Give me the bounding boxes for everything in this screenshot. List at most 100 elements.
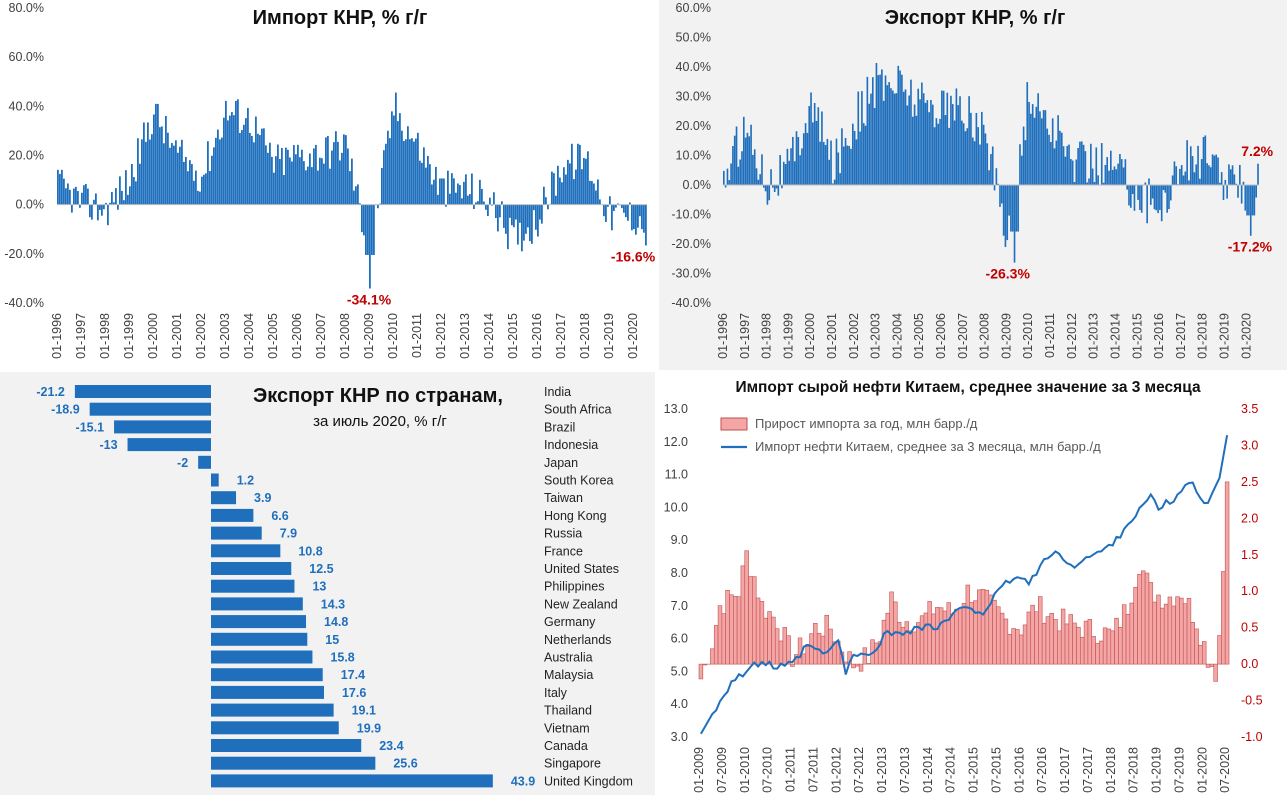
exports-bar <box>863 123 865 185</box>
exports-x-tick-label: 01-1998 <box>760 313 774 359</box>
imports-bar <box>613 205 615 211</box>
exports-x-tick-label: 01-2000 <box>803 313 817 359</box>
imports-bar <box>531 205 533 244</box>
imports-bar <box>97 205 99 221</box>
oil-x-tick-label: 01-2017 <box>1058 747 1072 793</box>
imports-y-tick-label: -40.0% <box>4 296 44 310</box>
imports-bar <box>639 205 641 217</box>
exports-bar <box>926 100 928 185</box>
imports-bar <box>57 170 59 205</box>
imports-bar <box>107 205 109 226</box>
exports-bar <box>1132 185 1134 194</box>
country-bar <box>114 420 211 433</box>
exports-bar <box>1230 169 1232 185</box>
oil-x-tick-label: 01-2011 <box>784 747 798 792</box>
exports-bar <box>1221 172 1223 185</box>
exports-y-tick-label: -40.0% <box>671 296 711 310</box>
exports-bar <box>950 96 952 185</box>
exports-bar <box>897 66 899 185</box>
imports-bar <box>65 188 67 204</box>
imports-bar <box>103 205 105 210</box>
oil-growth-bar <box>954 609 958 664</box>
exports-bar <box>730 163 732 185</box>
oil-x-tick-label: 01-2013 <box>875 747 889 793</box>
imports-bar <box>429 164 431 204</box>
exports-bar <box>956 88 958 185</box>
imports-bar <box>77 191 79 205</box>
imports-bar <box>279 159 281 205</box>
imports-bar <box>147 122 149 204</box>
imports-bar <box>239 133 241 205</box>
oil-growth-bar <box>1141 571 1145 664</box>
exports-bar <box>748 136 750 185</box>
imports-x-tick-label: 01-2013 <box>458 313 472 359</box>
exports-bar <box>750 125 752 185</box>
imports-bar <box>197 191 199 205</box>
oil-growth-bar <box>1061 609 1065 664</box>
exports-bar <box>1026 82 1028 185</box>
imports-bar <box>117 205 119 210</box>
exports-bar <box>1208 165 1210 185</box>
oil-x-tick-label: 07-2009 <box>715 747 729 793</box>
exports-bar <box>788 161 790 185</box>
country-name-label: United States <box>544 562 619 576</box>
imports-bar <box>61 170 63 205</box>
exports-bar <box>1097 175 1099 185</box>
imports-bar <box>81 193 83 205</box>
oil-growth-bar <box>722 614 726 664</box>
exports-bar <box>1041 118 1043 185</box>
country-value-label: 15.8 <box>330 651 354 665</box>
exports-bar <box>1254 185 1256 215</box>
oil-growth-bar <box>909 631 913 664</box>
country-name-label: South Korea <box>544 474 614 488</box>
exports-bar <box>797 137 799 185</box>
imports-bar <box>127 195 129 205</box>
imports-bar <box>285 148 287 205</box>
oil-growth-bar <box>1000 613 1004 664</box>
oil-growth-bar <box>1210 664 1214 666</box>
exports-bar <box>814 103 816 185</box>
exports-bar <box>770 169 772 185</box>
imports-bar <box>357 184 359 204</box>
oil-right-tick-label: 1.0 <box>1241 584 1258 598</box>
country-name-label: Canada <box>544 739 588 753</box>
imports-bar <box>501 201 503 204</box>
exports-bar <box>1194 172 1196 185</box>
exports-bar <box>767 185 769 205</box>
imports-x-tick-label: 01-2010 <box>386 313 400 359</box>
country-value-label: 25.6 <box>393 757 417 771</box>
exports-y-tick-label: 30.0% <box>676 90 711 104</box>
exports-chart-title: Экспорт КНР, % г/г <box>885 7 1066 29</box>
exports-bar <box>738 167 740 185</box>
imports-bar <box>467 196 469 205</box>
imports-x-tick-label: 01-2008 <box>338 313 352 359</box>
exports-bar <box>941 91 943 185</box>
imports-bar <box>539 205 541 220</box>
imports-y-tick-label: -20.0% <box>4 247 44 261</box>
oil-left-tick-label: 7.0 <box>671 599 688 613</box>
exports-bar <box>894 94 896 185</box>
country-name-label: France <box>544 544 583 558</box>
exports-x-tick-label: 01-1997 <box>738 313 752 359</box>
imports-bar <box>311 167 313 205</box>
exports-bar <box>792 137 794 185</box>
exports-bar <box>856 139 858 185</box>
exports-bar <box>785 164 787 185</box>
oil-growth-bar <box>1206 664 1210 667</box>
oil-growth-bar <box>1107 629 1111 664</box>
imports-bar <box>283 175 285 205</box>
exports-bar <box>1057 115 1059 185</box>
country-name-label: South Africa <box>544 403 611 417</box>
imports-bar <box>173 146 175 205</box>
imports-bar <box>307 167 309 205</box>
imports-bar <box>383 150 385 204</box>
imports-bar <box>589 181 591 205</box>
oil-growth-bar <box>1179 598 1183 664</box>
country-name-label: Thailand <box>544 704 592 718</box>
imports-bar <box>611 205 613 231</box>
oil-growth-bar <box>920 616 924 664</box>
exports-bar <box>1014 185 1016 263</box>
oil-growth-bar <box>1221 572 1225 665</box>
exports-bar <box>1090 144 1092 185</box>
oil-x-tick-label: 01-2015 <box>967 747 981 793</box>
